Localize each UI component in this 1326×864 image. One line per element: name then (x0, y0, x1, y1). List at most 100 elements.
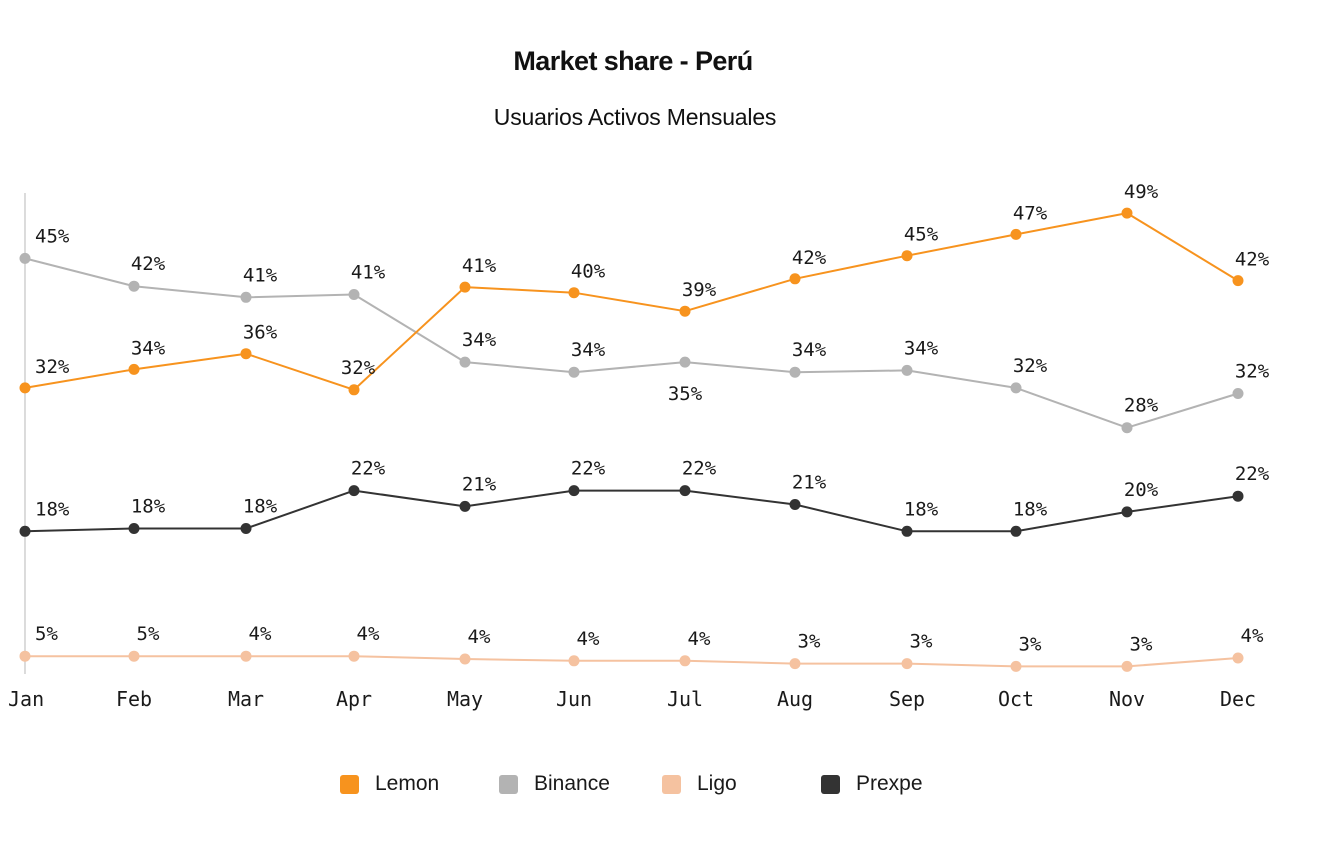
data-point-prexpe-oct[interactable] (1010, 525, 1022, 537)
data-point-lemon-apr[interactable] (348, 384, 360, 396)
data-label-binance-mar: 41% (243, 264, 278, 286)
data-label-binance-jan: 45% (35, 225, 70, 247)
x-tick-label-jan: Jan (8, 687, 44, 711)
data-point-prexpe-may[interactable] (459, 500, 471, 512)
legend-item-binance: Binance (499, 772, 610, 796)
data-label-ligo-sep: 3% (910, 631, 933, 653)
data-point-lemon-jun[interactable] (568, 287, 580, 299)
data-point-binance-mar[interactable] (240, 291, 252, 303)
data-point-binance-jun[interactable] (568, 366, 580, 378)
data-label-binance-nov: 28% (1124, 395, 1159, 417)
x-tick-label-mar: Mar (228, 687, 264, 711)
data-label-lemon-jan: 32% (35, 356, 70, 378)
data-point-binance-dec[interactable] (1232, 388, 1244, 399)
legend-label-ligo: Ligo (697, 772, 737, 795)
data-point-lemon-mar[interactable] (240, 348, 252, 360)
data-point-binance-oct[interactable] (1010, 382, 1022, 394)
data-point-ligo-aug[interactable] (789, 658, 801, 670)
data-label-lemon-nov: 49% (1124, 181, 1159, 203)
legend: Lemon Binance Ligo Prexpe (0, 772, 1326, 802)
data-label-prexpe-jan: 18% (35, 498, 70, 520)
data-point-lemon-jul[interactable] (679, 305, 691, 317)
series-lines (24, 212, 1239, 668)
data-point-ligo-nov[interactable] (1121, 660, 1133, 672)
data-point-binance-nov[interactable] (1121, 422, 1133, 434)
data-point-binance-sep[interactable] (901, 364, 913, 376)
data-label-ligo-jul: 4% (688, 628, 711, 650)
legend-swatch-ligo (662, 774, 681, 794)
series-points (19, 207, 1244, 672)
data-point-ligo-mar[interactable] (240, 650, 252, 662)
legend-label-binance: Binance (534, 772, 610, 795)
data-label-ligo-apr: 4% (357, 623, 380, 645)
legend-label-lemon: Lemon (375, 772, 440, 795)
data-point-lemon-nov[interactable] (1121, 207, 1133, 219)
chart-subtitle: Usuarios Activos Mensuales (493, 104, 777, 130)
data-point-prexpe-jun[interactable] (568, 485, 580, 497)
data-point-ligo-apr[interactable] (348, 650, 360, 662)
data-point-binance-apr[interactable] (348, 289, 360, 300)
data-point-binance-jul[interactable] (679, 356, 691, 368)
data-point-ligo-jun[interactable] (568, 655, 580, 667)
data-label-lemon-aug: 42% (792, 247, 827, 269)
data-label-binance-jun: 34% (571, 339, 606, 361)
data-point-prexpe-nov[interactable] (1121, 506, 1133, 518)
data-point-binance-may[interactable] (459, 356, 471, 368)
data-label-prexpe-jun: 22% (571, 458, 606, 480)
data-label-prexpe-dec: 22% (1235, 463, 1270, 485)
data-label-lemon-may: 41% (462, 255, 497, 277)
data-point-lemon-sep[interactable] (901, 250, 913, 262)
legend-swatch-lemon (340, 774, 359, 794)
data-point-binance-jan[interactable] (19, 252, 31, 264)
data-label-lemon-sep: 45% (904, 224, 939, 246)
data-point-ligo-may[interactable] (459, 653, 471, 665)
data-label-binance-may: 34% (462, 329, 497, 351)
data-point-prexpe-feb[interactable] (128, 523, 140, 534)
data-point-binance-feb[interactable] (128, 280, 140, 292)
data-label-prexpe-mar: 18% (243, 496, 278, 518)
legend-item-prexpe: Prexpe (821, 772, 923, 796)
data-point-prexpe-dec[interactable] (1232, 490, 1244, 502)
data-point-lemon-jan[interactable] (19, 382, 31, 394)
data-point-binance-aug[interactable] (789, 366, 801, 378)
data-label-lemon-apr: 32% (341, 357, 376, 379)
data-point-prexpe-mar[interactable] (240, 523, 252, 534)
data-point-prexpe-aug[interactable] (789, 499, 801, 510)
line-chart: 45% 42% 41% 41% 34% 34% 35% 34% 34% 32% 28% 32% 5% 5%… (8, 181, 1270, 711)
chart-title: Market share - Perú (513, 46, 753, 76)
data-label-ligo-may: 4% (468, 626, 491, 648)
x-tick-label-jul: Jul (667, 687, 703, 711)
legend-item-lemon: Lemon (340, 772, 439, 796)
data-label-binance-aug: 34% (792, 339, 827, 361)
data-point-lemon-may[interactable] (459, 281, 471, 293)
data-label-ligo-nov: 3% (1130, 633, 1153, 655)
data-point-lemon-dec[interactable] (1232, 275, 1244, 287)
data-label-ligo-aug: 3% (798, 631, 821, 653)
data-point-lemon-oct[interactable] (1010, 228, 1022, 240)
x-tick-label-apr: Apr (336, 687, 372, 711)
data-label-ligo-oct: 3% (1019, 633, 1042, 655)
data-label-ligo-dec: 4% (1241, 625, 1264, 647)
data-point-ligo-jan[interactable] (19, 650, 31, 662)
data-label-binance-sep: 34% (904, 337, 939, 359)
x-tick-label-nov: Nov (1109, 687, 1145, 711)
data-point-prexpe-apr[interactable] (348, 485, 360, 497)
data-point-prexpe-jul[interactable] (679, 485, 691, 497)
data-point-prexpe-sep[interactable] (901, 525, 913, 537)
data-point-lemon-feb[interactable] (128, 363, 140, 375)
data-label-lemon-jul: 39% (682, 279, 717, 301)
data-point-ligo-feb[interactable] (128, 650, 140, 662)
data-point-ligo-oct[interactable] (1010, 660, 1022, 672)
data-point-ligo-dec[interactable] (1232, 652, 1244, 664)
data-point-lemon-aug[interactable] (789, 273, 801, 285)
data-label-prexpe-oct: 18% (1013, 498, 1048, 520)
data-point-prexpe-jan[interactable] (19, 525, 31, 537)
series-line-prexpe (24, 489, 1239, 533)
data-label-lemon-jun: 40% (571, 261, 606, 283)
data-label-prexpe-may: 21% (462, 473, 497, 495)
data-label-binance-dec: 32% (1235, 361, 1270, 383)
series-line-binance (24, 257, 1239, 429)
data-point-ligo-jul[interactable] (679, 655, 691, 667)
data-point-ligo-sep[interactable] (901, 658, 913, 670)
data-label-binance-apr: 41% (351, 262, 386, 284)
